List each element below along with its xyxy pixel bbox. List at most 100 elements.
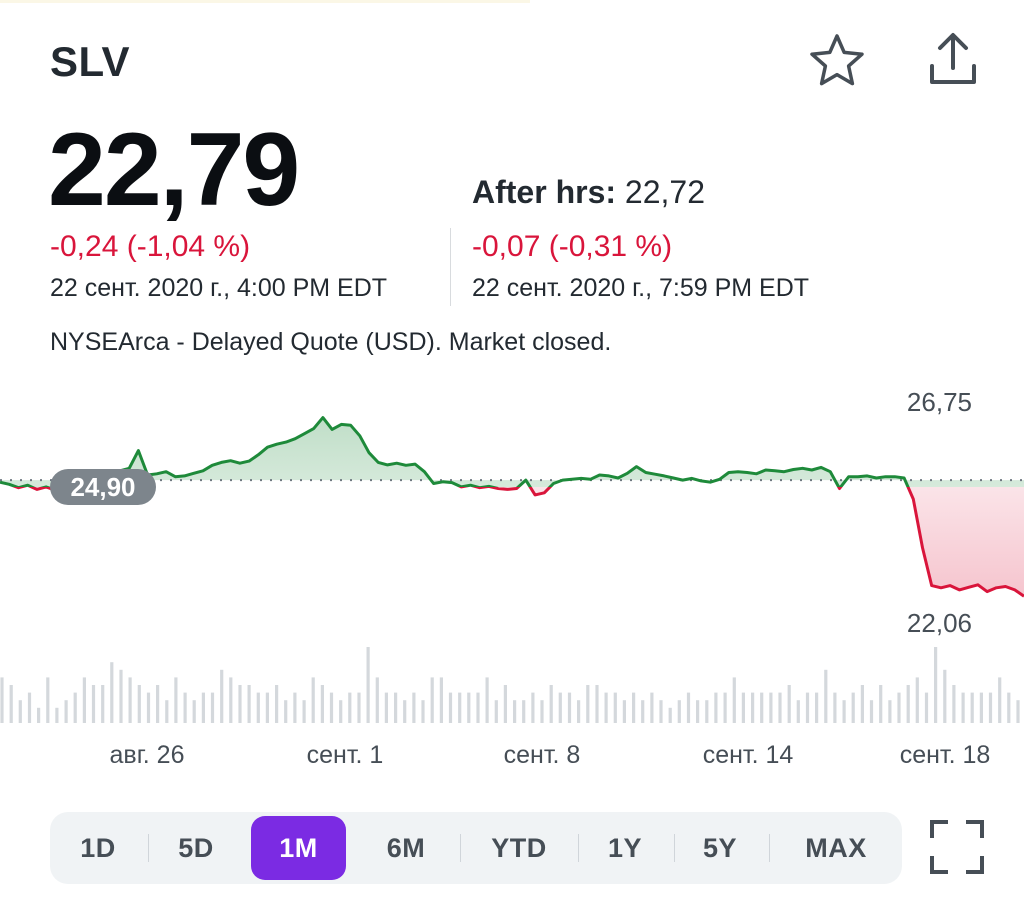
- volume-bar: [329, 692, 334, 723]
- volume-bar: [0, 677, 4, 723]
- volume-bars: [0, 647, 1020, 723]
- volume-bar: [696, 700, 700, 723]
- volume-bar: [210, 692, 215, 723]
- volume-bar: [384, 692, 388, 723]
- range-separator: [148, 834, 149, 862]
- volume-bar: [146, 692, 151, 723]
- volume-bar: [604, 692, 608, 723]
- volume-bar: [73, 692, 77, 723]
- top-strip: [0, 0, 530, 3]
- range-separator: [769, 834, 770, 862]
- range-max[interactable]: MAX: [805, 833, 867, 863]
- volume-bar: [412, 692, 416, 723]
- volume-bar: [238, 685, 242, 723]
- range-separator: [578, 834, 579, 862]
- volume-bar: [91, 685, 96, 723]
- volume-bar: [476, 692, 480, 723]
- volume-bar: [906, 685, 910, 723]
- volume-bar: [339, 700, 343, 723]
- volume-bar: [156, 685, 160, 723]
- volume-bar: [934, 647, 938, 723]
- range-6m[interactable]: 6M: [386, 833, 426, 863]
- volume-bar: [128, 677, 132, 723]
- volume-bar: [869, 700, 874, 723]
- volume-bar: [458, 692, 462, 723]
- volume-bar: [174, 677, 178, 723]
- volume-bar: [265, 692, 269, 723]
- exchange-note: NYSEArca - Delayed Quote (USD). Market c…: [50, 328, 612, 356]
- volume-bar: [522, 700, 526, 723]
- volume-bar: [247, 685, 251, 723]
- volume-bar: [979, 692, 983, 723]
- volume-bar: [988, 692, 993, 723]
- volume-bar: [55, 707, 59, 723]
- volume-bar: [549, 685, 553, 723]
- range-separator: [674, 834, 675, 862]
- volume-bar: [494, 700, 498, 723]
- volume-bar: [46, 677, 50, 723]
- volume-bar: [302, 700, 306, 723]
- x-tick-label: сент. 14: [703, 741, 794, 769]
- volume-bar: [183, 692, 187, 723]
- volume-bar: [796, 700, 800, 723]
- volume-bar: [101, 685, 105, 723]
- volume-bar: [421, 700, 425, 723]
- volume-bar: [284, 700, 288, 723]
- volume-bar: [586, 685, 590, 723]
- volume-bar: [833, 692, 837, 723]
- range-1d[interactable]: 1D: [80, 833, 116, 863]
- range-1y[interactable]: 1Y: [607, 833, 643, 863]
- volume-bar: [613, 692, 617, 723]
- volume-bar: [513, 700, 517, 723]
- volume-bar: [732, 677, 736, 723]
- range-5y[interactable]: 5Y: [702, 833, 738, 863]
- volume-bar: [888, 700, 892, 723]
- volume-bar: [201, 692, 205, 723]
- volume-bar: [961, 692, 965, 723]
- volume-bar: [485, 677, 489, 723]
- volume-bar: [357, 692, 361, 723]
- volume-bar: [82, 677, 86, 723]
- volume-bar: [18, 700, 22, 723]
- volume-bar: [632, 692, 636, 723]
- share-icon[interactable]: [920, 28, 986, 92]
- volume-bar: [577, 700, 581, 723]
- after-hours-label: After hrs:: [472, 174, 617, 210]
- volume-bar: [970, 692, 974, 723]
- range-selector: 1D 5D 1M 6M YTD 1Y 5Y MAX: [50, 812, 902, 884]
- volume-bar: [192, 700, 196, 723]
- volume-bar: [723, 692, 727, 723]
- volume-bar: [448, 692, 453, 723]
- volume-bar: [165, 700, 169, 723]
- series-line-up: [0, 416, 910, 487]
- volume-bar: [366, 647, 370, 723]
- volume-bar: [64, 700, 68, 723]
- volume-bar: [293, 692, 297, 723]
- volume-bar: [860, 685, 864, 723]
- volume-bar: [769, 692, 773, 723]
- volume-bar: [751, 692, 755, 723]
- range-5d[interactable]: 5D: [178, 833, 214, 863]
- range-1m[interactable]: 1M: [251, 816, 346, 880]
- volume-bar: [924, 692, 929, 723]
- volume-bar: [595, 685, 599, 723]
- fullscreen-icon[interactable]: [928, 818, 986, 876]
- volume-bar: [714, 692, 718, 723]
- volume-bar: [677, 700, 681, 723]
- volume-bar: [668, 707, 672, 723]
- reference-label: 24,90: [70, 472, 135, 502]
- volume-bar: [915, 677, 919, 723]
- price-chart[interactable]: 24,90 26,75 22,06 авг. 26 сент. 1 сент. …: [0, 380, 1024, 780]
- volume-bar: [998, 677, 1002, 723]
- volume-bar: [760, 692, 764, 723]
- volume-bar: [9, 685, 13, 723]
- star-icon[interactable]: [806, 30, 868, 92]
- volume-bar: [567, 692, 572, 723]
- volume-bar: [119, 669, 123, 723]
- volume-bar: [952, 685, 956, 723]
- volume-bar: [659, 700, 663, 723]
- range-ytd[interactable]: YTD: [491, 833, 547, 863]
- volume-bar: [37, 707, 41, 723]
- after-hours: After hrs: 22,72: [472, 174, 705, 211]
- volume-bar: [27, 692, 32, 723]
